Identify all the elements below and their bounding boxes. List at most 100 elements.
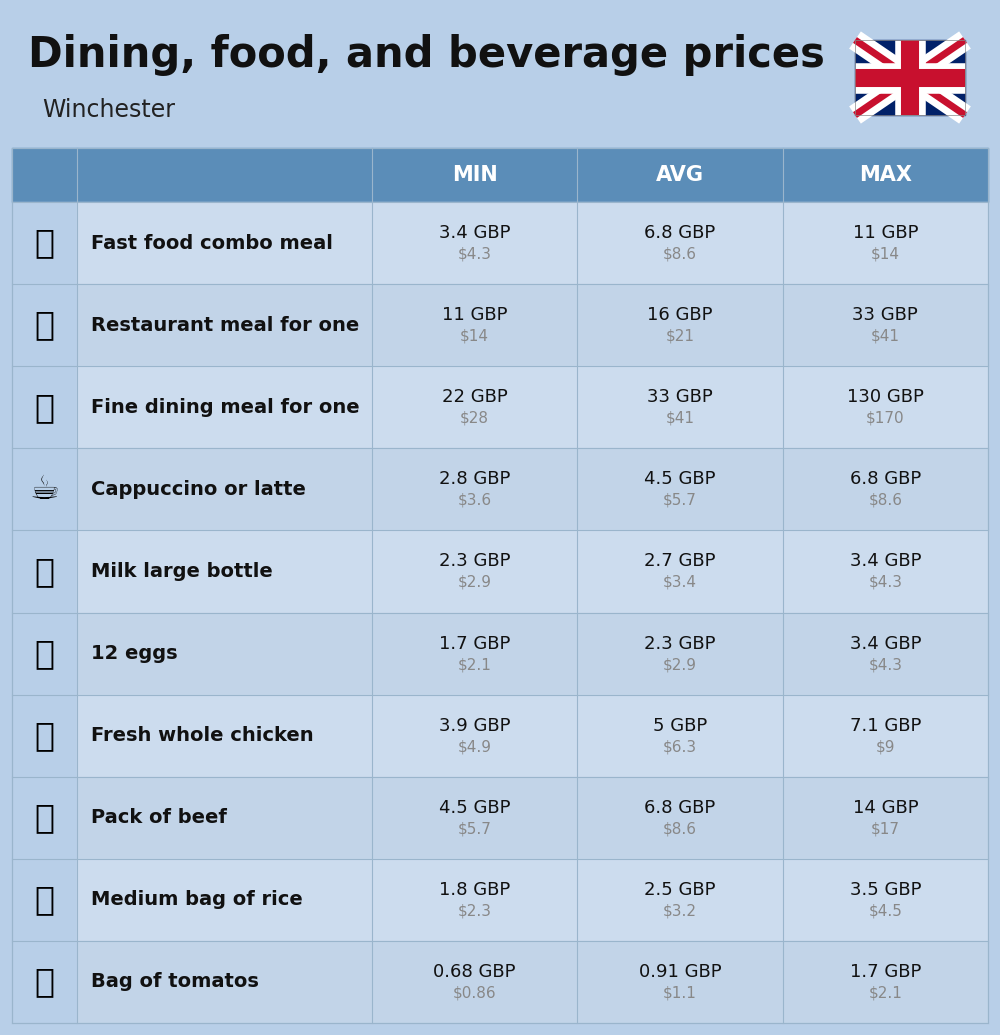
Text: $21: $21 — [666, 329, 694, 344]
Bar — [77, 284, 372, 366]
Bar — [577, 284, 783, 366]
Text: 3.9 GBP: 3.9 GBP — [439, 716, 510, 735]
Text: 6.8 GBP: 6.8 GBP — [850, 470, 921, 489]
Text: 4.5 GBP: 4.5 GBP — [644, 470, 716, 489]
Text: $5.7: $5.7 — [663, 493, 697, 508]
Bar — [372, 148, 577, 202]
Bar — [577, 776, 783, 859]
Bar — [77, 366, 372, 448]
Bar — [12, 941, 77, 1023]
Bar — [12, 859, 77, 941]
Text: $4.9: $4.9 — [458, 739, 492, 755]
Text: $4.3: $4.3 — [868, 575, 902, 590]
Text: Dining, food, and beverage prices: Dining, food, and beverage prices — [28, 34, 825, 76]
Text: $2.1: $2.1 — [868, 985, 902, 1001]
Text: 130 GBP: 130 GBP — [847, 388, 924, 407]
Text: Milk large bottle: Milk large bottle — [91, 562, 273, 581]
Bar — [77, 202, 372, 284]
Text: 2.8 GBP: 2.8 GBP — [439, 470, 510, 489]
Text: 🥛: 🥛 — [34, 555, 54, 588]
Text: 3.4 GBP: 3.4 GBP — [439, 224, 510, 242]
Text: 16 GBP: 16 GBP — [647, 306, 713, 324]
Text: 2.5 GBP: 2.5 GBP — [644, 881, 716, 898]
Bar — [372, 202, 577, 284]
Text: 🍟: 🍟 — [34, 227, 54, 260]
Bar — [783, 148, 988, 202]
Bar — [372, 448, 577, 530]
Bar — [577, 941, 783, 1023]
Bar — [783, 859, 988, 941]
Text: 3.4 GBP: 3.4 GBP — [850, 553, 921, 570]
Text: $8.6: $8.6 — [663, 246, 697, 262]
Bar — [577, 530, 783, 613]
Text: $3.2: $3.2 — [663, 904, 697, 918]
Text: $0.86: $0.86 — [453, 985, 496, 1001]
Bar — [12, 613, 77, 694]
Text: 11 GBP: 11 GBP — [853, 224, 918, 242]
Bar — [77, 694, 372, 776]
Text: 33 GBP: 33 GBP — [647, 388, 713, 407]
Text: $2.9: $2.9 — [663, 657, 697, 672]
Bar — [77, 530, 372, 613]
Text: 🍗: 🍗 — [34, 719, 54, 752]
Bar — [372, 941, 577, 1023]
Text: Medium bag of rice: Medium bag of rice — [91, 890, 303, 910]
Text: $170: $170 — [866, 411, 905, 425]
Text: 2.3 GBP: 2.3 GBP — [644, 634, 716, 652]
Text: $41: $41 — [871, 329, 900, 344]
Bar — [577, 148, 783, 202]
Bar — [372, 613, 577, 694]
Text: $1.1: $1.1 — [663, 985, 697, 1001]
Bar — [77, 941, 372, 1023]
Bar — [783, 284, 988, 366]
Bar — [783, 366, 988, 448]
Bar — [12, 148, 77, 202]
Bar — [12, 202, 77, 284]
Text: $4.3: $4.3 — [458, 246, 492, 262]
Text: 3.4 GBP: 3.4 GBP — [850, 634, 921, 652]
Bar — [783, 941, 988, 1023]
Text: 🌾: 🌾 — [34, 883, 54, 916]
Text: 3.5 GBP: 3.5 GBP — [850, 881, 921, 898]
Text: 12 eggs: 12 eggs — [91, 644, 178, 663]
Text: 11 GBP: 11 GBP — [442, 306, 507, 324]
Bar — [577, 859, 783, 941]
Text: $14: $14 — [871, 246, 900, 262]
Text: Restaurant meal for one: Restaurant meal for one — [91, 316, 359, 334]
Bar — [12, 530, 77, 613]
Text: ☕: ☕ — [30, 473, 59, 506]
Text: $8.6: $8.6 — [663, 821, 697, 836]
Text: MIN: MIN — [452, 165, 498, 185]
Bar — [783, 613, 988, 694]
Bar — [855, 40, 965, 115]
Text: $8.6: $8.6 — [868, 493, 902, 508]
Text: $28: $28 — [460, 411, 489, 425]
Bar — [783, 448, 988, 530]
Text: Cappuccino or latte: Cappuccino or latte — [91, 480, 306, 499]
Text: 2.3 GBP: 2.3 GBP — [439, 553, 510, 570]
Text: 🥩: 🥩 — [34, 801, 54, 834]
Bar — [783, 202, 988, 284]
Text: $2.1: $2.1 — [458, 657, 492, 672]
Bar — [372, 530, 577, 613]
Bar — [12, 694, 77, 776]
Text: $17: $17 — [871, 821, 900, 836]
Text: 1.7 GBP: 1.7 GBP — [439, 634, 510, 652]
Text: $2.3: $2.3 — [458, 904, 492, 918]
Text: $41: $41 — [666, 411, 694, 425]
Text: 0.68 GBP: 0.68 GBP — [433, 963, 516, 981]
Text: 2.7 GBP: 2.7 GBP — [644, 553, 716, 570]
Text: 6.8 GBP: 6.8 GBP — [644, 799, 716, 817]
Bar — [577, 613, 783, 694]
Bar — [77, 776, 372, 859]
Bar — [12, 776, 77, 859]
Bar — [855, 40, 965, 115]
Bar — [77, 148, 372, 202]
Text: Fresh whole chicken: Fresh whole chicken — [91, 727, 314, 745]
Text: MAX: MAX — [859, 165, 912, 185]
Text: 1.8 GBP: 1.8 GBP — [439, 881, 510, 898]
Text: 0.91 GBP: 0.91 GBP — [639, 963, 721, 981]
Bar — [372, 776, 577, 859]
Bar — [783, 694, 988, 776]
Bar — [372, 366, 577, 448]
